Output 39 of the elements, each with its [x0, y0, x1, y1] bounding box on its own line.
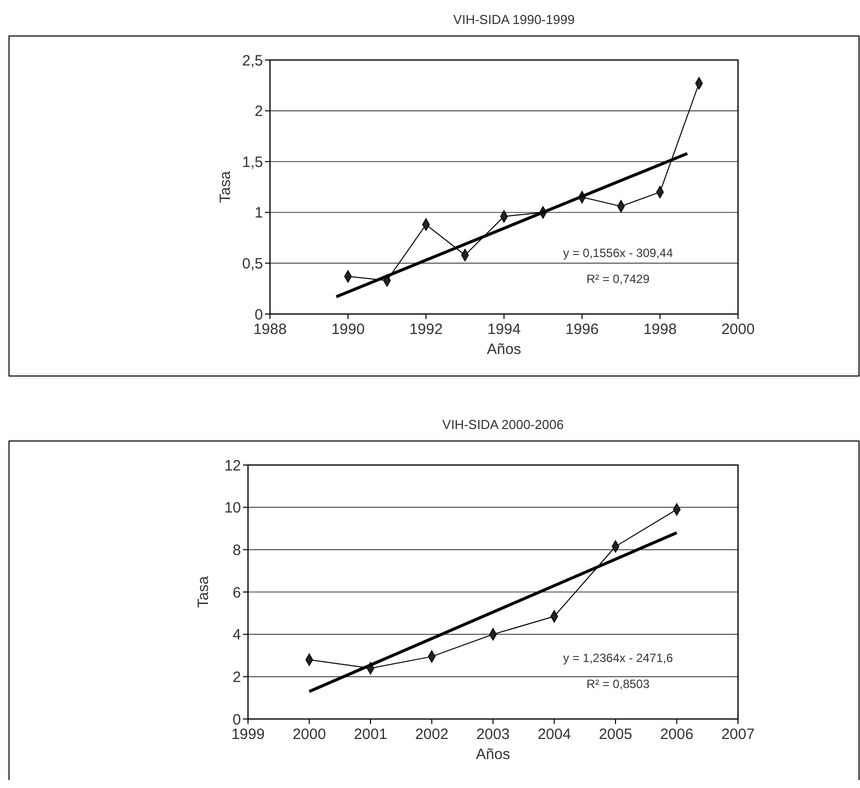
- x-tick-label: 2007: [721, 726, 755, 743]
- y-tick-label: 8: [232, 542, 241, 559]
- y-tick-label: 10: [224, 500, 241, 517]
- y-tick-label: 1: [254, 204, 263, 222]
- x-tick-label: 2003: [476, 726, 510, 743]
- x-tick-label: 1999: [231, 726, 265, 743]
- x-tick-label: 1992: [409, 321, 443, 338]
- y-tick-label: 0: [232, 711, 241, 728]
- x-axis-title: Años: [476, 746, 510, 763]
- y-tick-label: 0: [254, 306, 263, 324]
- x-tick-label: 2006: [660, 726, 694, 743]
- y-tick-label: 1,5: [242, 154, 263, 171]
- x-tick-label: 1994: [487, 321, 521, 338]
- x-tick-label: 2002: [415, 726, 448, 743]
- y-tick-label: 6: [232, 584, 241, 602]
- annotation: y = 1,2364x - 2471,6: [563, 651, 674, 665]
- x-tick-label: 2000: [721, 321, 755, 338]
- y-tick-label: 2: [232, 668, 241, 686]
- y-tick-label: 4: [232, 626, 241, 644]
- y-tick-label: 0,5: [242, 255, 263, 272]
- y-axis-title: Tasa: [195, 576, 212, 608]
- y-tick-label: 12: [224, 457, 241, 474]
- x-tick-label: 2001: [354, 726, 388, 743]
- chart-title: VIH-SIDA 1990-1999: [453, 12, 575, 27]
- annotation: y = 0,1556x - 309,44: [563, 246, 674, 260]
- y-axis-title: Tasa: [217, 170, 234, 203]
- x-tick-label: 1990: [331, 321, 365, 338]
- annotation: R² = 0,7429: [586, 272, 650, 286]
- x-tick-label: 2005: [598, 726, 632, 743]
- x-tick-label: 1998: [643, 321, 677, 338]
- x-tick-label: 2000: [292, 726, 326, 743]
- chart-title: VIH-SIDA 2000-2006: [442, 417, 564, 432]
- y-tick-label: 2: [254, 103, 263, 120]
- x-tick-label: 1996: [565, 321, 599, 338]
- x-axis-title: Años: [486, 341, 522, 358]
- annotation: R² = 0,8503: [586, 677, 650, 691]
- y-tick-label: 2,5: [242, 52, 263, 70]
- x-tick-label: 2004: [538, 726, 571, 743]
- x-tick-label: 1988: [253, 321, 287, 338]
